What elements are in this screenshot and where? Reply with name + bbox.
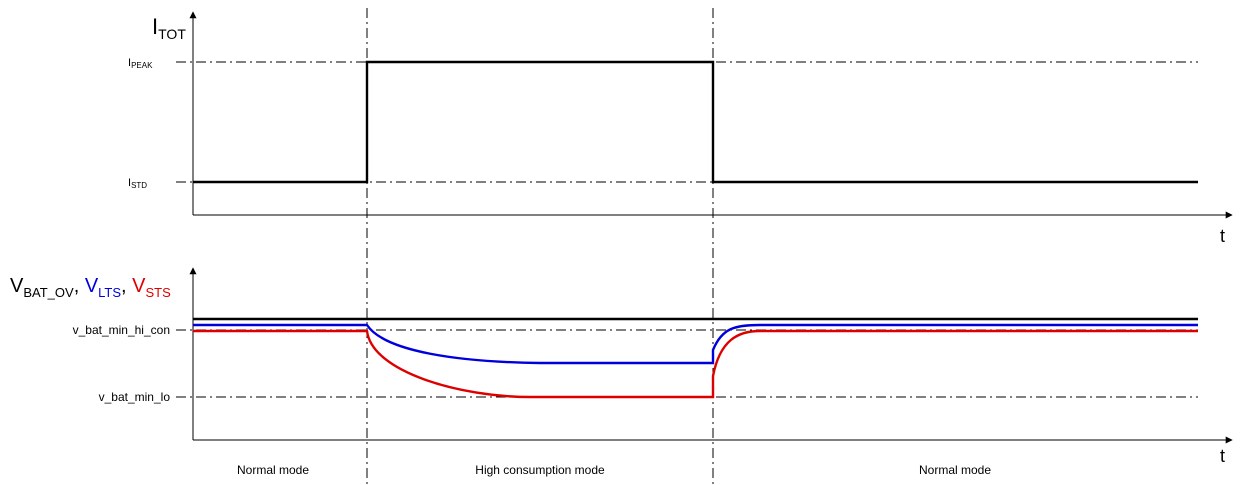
voltage-x-axis-label: t [1220, 446, 1225, 466]
ipeak-label: IPEAK [128, 57, 153, 70]
current-axis-title: ITOT [152, 14, 186, 42]
vsts-trace [193, 329, 1198, 399]
current-panel: ITOT t IPEAK ISTD [128, 11, 1233, 246]
phase-label-normal-1: Normal mode [237, 463, 309, 477]
itot-waveform [193, 60, 1198, 184]
vlts-title: V [85, 275, 99, 297]
phase-label-normal-2: Normal mode [919, 463, 991, 477]
voltage-panel: VBAT_OV, VLTS, VSTS t v_bat_min_hi_con v… [10, 267, 1233, 477]
phase-label-high-consumption: High consumption mode [475, 463, 605, 477]
vbat-lo-label: v_bat_min_lo [99, 390, 171, 404]
voltage-axis-title: VBAT_OV, VLTS, VSTS [10, 275, 171, 300]
istd-label: ISTD [128, 177, 147, 190]
vsts-title: V [132, 275, 146, 297]
vbat-hi-label: v_bat_min_hi_con [73, 323, 170, 337]
vlts-trace [193, 323, 1198, 365]
current-x-axis-label: t [1220, 226, 1225, 246]
vbat-ov-title: V [10, 275, 24, 297]
